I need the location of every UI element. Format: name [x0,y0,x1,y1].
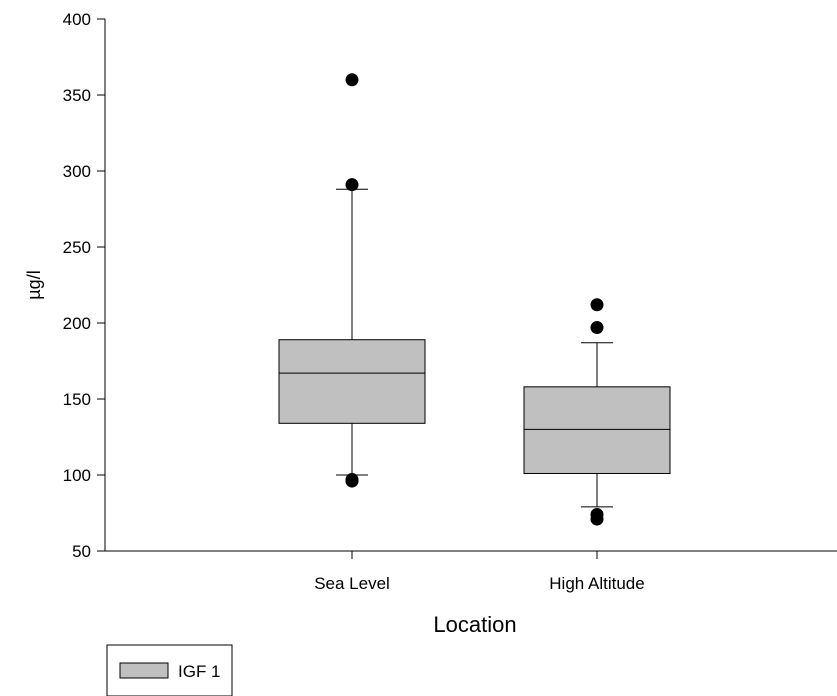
outlier-point [590,512,604,526]
box-sea-level [278,73,426,488]
y-tick-label: 400 [63,10,91,29]
box-iqr [523,386,671,474]
outlier-point [590,321,604,335]
y-tick-label: 300 [63,162,91,181]
legend-swatch [119,662,169,679]
y-tick-label: 150 [63,390,91,409]
axes [104,19,837,552]
outlier-point [345,73,359,87]
outlier-point [345,474,359,488]
y-axis-ticks: 50 100 150 200 250 300 350 400 [63,10,105,561]
legend-entry-label: IGF 1 [178,662,221,681]
x-axis-ticks: Sea Level High Altitude [314,551,645,593]
boxes [278,73,671,526]
box-iqr [278,339,426,424]
x-tick-label: High Altitude [549,574,644,593]
legend: IGF 1 [106,644,233,696]
y-tick-label: 100 [63,466,91,485]
y-tick-label: 250 [63,238,91,257]
outlier-point [345,178,359,192]
y-tick-label: 200 [63,314,91,333]
y-tick-label: 50 [72,542,91,561]
box-high-altitude [523,298,671,526]
y-axis-label: µg/l [24,270,44,299]
y-tick-label: 350 [63,86,91,105]
x-tick-label: Sea Level [314,574,390,593]
x-axis-label: Location [433,612,516,637]
outlier-point [590,298,604,312]
